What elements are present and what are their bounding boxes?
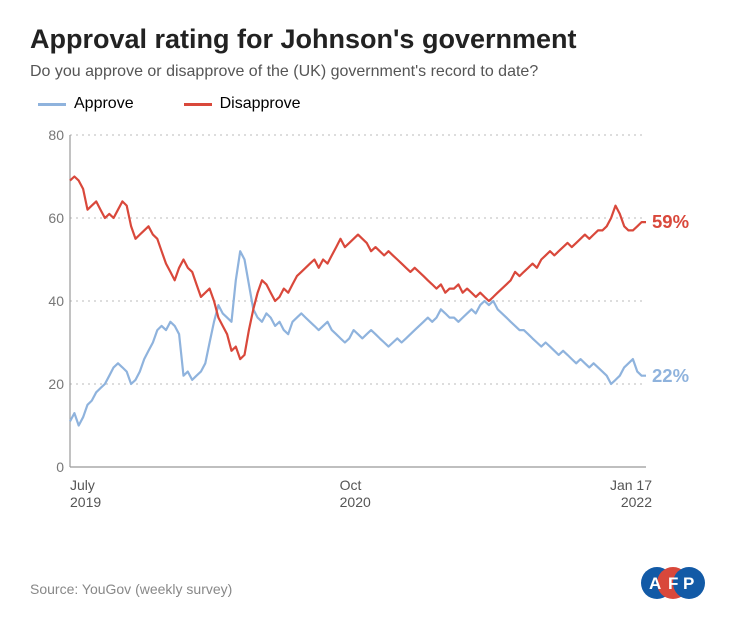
legend-swatch-disapprove (184, 103, 212, 106)
page-title: Approval rating for Johnson's government (30, 24, 706, 55)
ytick-label: 40 (36, 293, 64, 309)
legend-swatch-approve (38, 103, 66, 106)
xtick-label: Jan 17 2022 (610, 477, 652, 511)
svg-text:P: P (683, 574, 694, 593)
ytick-label: 0 (36, 459, 64, 475)
chart-svg (30, 123, 706, 523)
legend-item-approve: Approve (38, 95, 134, 113)
xtick-label: Oct 2020 (340, 477, 371, 511)
afp-logo: A F P (640, 566, 706, 605)
svg-text:A: A (649, 574, 661, 593)
legend-label-disapprove: Disapprove (220, 95, 301, 113)
ytick-label: 20 (36, 376, 64, 392)
source-text: Source: YouGov (weekly survey) (30, 581, 232, 597)
svg-text:F: F (668, 574, 678, 593)
ytick-label: 80 (36, 127, 64, 143)
chart-area: 0 20 40 60 80 July 2019 Oct 2020 Jan 17 2022 22%… (30, 123, 706, 523)
series-end-label: 22% (652, 365, 689, 387)
ytick-label: 60 (36, 210, 64, 226)
legend-item-disapprove: Disapprove (184, 95, 301, 113)
xtick-label: July 2019 (70, 477, 101, 511)
subtitle: Do you approve or disapprove of the (UK)… (30, 63, 706, 81)
series-end-label: 59% (652, 211, 689, 233)
legend-label-approve: Approve (74, 95, 134, 113)
legend: Approve Disapprove (38, 95, 706, 113)
